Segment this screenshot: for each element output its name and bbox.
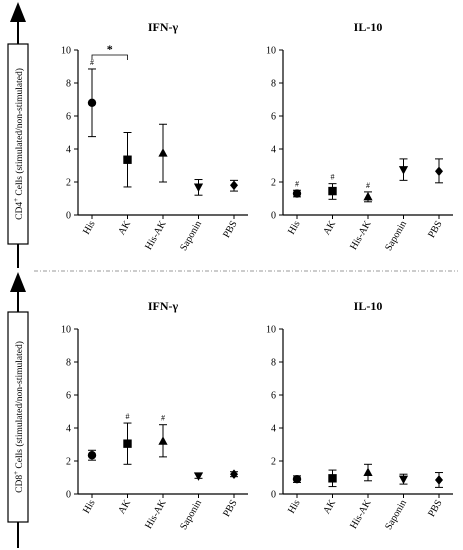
x-tick-label: AK (116, 497, 133, 516)
significance-mark: # (331, 173, 335, 182)
panel-2: IL-10 0 2 4 6 8 10 His # AK # His-AK # Saponin PBS (266, 20, 453, 253)
panel-title: IL-10 (354, 299, 383, 313)
y-tick-label: 4 (271, 145, 276, 156)
data-point-his-ak (158, 148, 168, 157)
panel-4: IL-10 0 2 4 6 8 10 His AK His-AK Saponin PBS (266, 299, 453, 532)
significance-mark: # (295, 179, 299, 188)
x-tick-label: Saponin (178, 498, 204, 532)
y-tick-label: 10 (266, 46, 276, 57)
panel-3: IFN-γ 0 2 4 6 8 10 His AK # His-AK # Saponin PBS (61, 299, 248, 532)
x-tick-label: Saponin (383, 498, 409, 532)
y-tick-label: 6 (271, 112, 276, 123)
y-tick-label: 2 (271, 457, 276, 468)
x-tick-label: His (286, 498, 303, 516)
x-tick-label: His (81, 219, 98, 237)
x-tick-label: AK (321, 218, 338, 237)
data-point-pbs (230, 469, 238, 479)
data-point-saponin (193, 472, 204, 481)
y-tick-label: 0 (271, 490, 276, 501)
y-tick-label: 10 (266, 325, 276, 336)
panel-title: IFN-γ (148, 20, 179, 34)
y-tick-label: 10 (61, 325, 71, 336)
x-tick-label: His-AK (143, 218, 169, 252)
x-tick-label: PBS (221, 219, 239, 240)
y-tick-label: 8 (66, 79, 71, 90)
significance-mark: # (161, 414, 165, 423)
row-1-side-label: CD4+ Cells (stimulated/non-stimulated) (12, 68, 25, 220)
y-tick-label: 10 (61, 46, 71, 57)
data-point-pbs (230, 180, 238, 191)
data-point-pbs (435, 166, 443, 177)
x-tick-label: AK (321, 497, 338, 516)
data-point-his-ak (158, 436, 168, 445)
x-tick-label: Saponin (178, 219, 204, 253)
data-point-saponin (398, 475, 409, 485)
x-tick-label: His (286, 219, 303, 237)
significance-mark: # (126, 412, 130, 421)
row-2-side-axis: CD8+ Cells (stimulated/non-stimulated) (7, 272, 29, 548)
significance-bracket (91, 54, 128, 60)
x-tick-label: His (81, 498, 98, 516)
data-point-his (87, 451, 97, 460)
y-tick-label: 6 (66, 391, 71, 402)
bracket-label: * (107, 42, 113, 56)
panel-1: IFN-γ 0 2 4 6 8 10 His # AK His-AK Saponin PBS * (61, 20, 248, 253)
x-tick-label: His-AK (348, 497, 374, 531)
row-2-side-label: CD8+ Cells (stimulated/non-stimulated) (12, 341, 25, 493)
x-tick-label: PBS (426, 219, 444, 240)
y-tick-label: 8 (271, 79, 276, 90)
y-tick-label: 6 (271, 391, 276, 402)
y-tick-label: 6 (66, 112, 71, 123)
chart-panels: IFN-γ 0 2 4 6 8 10 His # AK His-AK Saponin PBS * IL-10… (61, 20, 453, 532)
y-tick-label: 0 (66, 490, 71, 501)
x-tick-label: His-AK (348, 218, 374, 252)
data-point-his (292, 189, 302, 198)
y-tick-label: 4 (66, 145, 71, 156)
y-tick-label: 4 (66, 424, 71, 435)
x-tick-label: PBS (221, 498, 239, 519)
significance-mark: # (90, 58, 94, 67)
row-1-side-axis: CD4+ Cells (stimulated/non-stimulated) (7, 2, 29, 268)
data-point-saponin (193, 183, 204, 192)
x-tick-label: His-AK (143, 497, 169, 531)
panel-title: IFN-γ (148, 299, 179, 313)
y-tick-label: 8 (271, 358, 276, 369)
panel-title: IL-10 (354, 20, 383, 34)
y-tick-label: 2 (271, 178, 276, 189)
x-tick-label: Saponin (383, 219, 409, 253)
data-point-ak (328, 186, 337, 196)
data-point-ak (328, 474, 337, 483)
y-tick-label: 8 (66, 358, 71, 369)
significance-mark: # (366, 181, 370, 190)
y-tick-label: 2 (66, 457, 71, 468)
x-tick-label: AK (116, 218, 133, 237)
data-point-saponin (398, 166, 409, 175)
data-point-his-ak (363, 191, 373, 201)
y-tick-label: 0 (66, 211, 71, 222)
data-point-ak (123, 155, 132, 164)
y-tick-label: 0 (271, 211, 276, 222)
data-point-his (292, 474, 302, 484)
data-point-his (87, 98, 97, 108)
y-tick-label: 2 (66, 178, 71, 189)
data-point-his-ak (363, 467, 373, 477)
y-tick-label: 4 (271, 424, 276, 435)
data-point-ak (123, 439, 132, 448)
x-tick-label: PBS (426, 498, 444, 519)
data-point-pbs (435, 475, 443, 485)
